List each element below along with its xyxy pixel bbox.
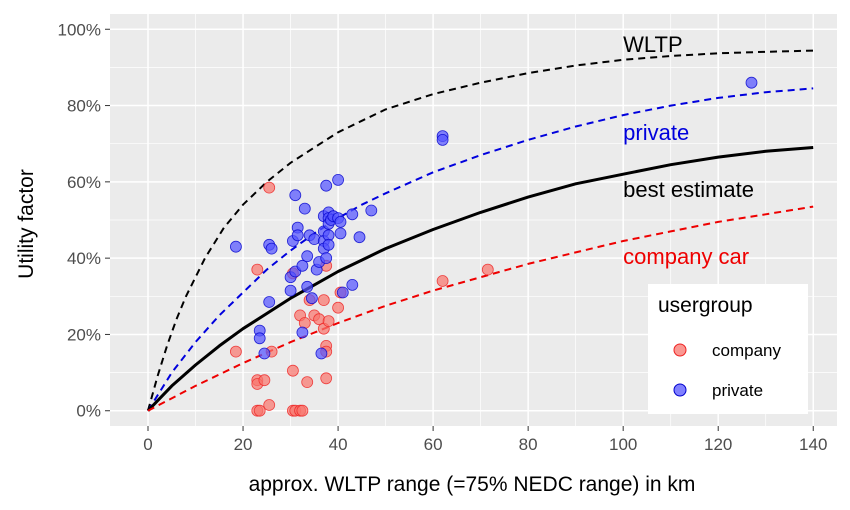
y-tick-label: 0% <box>76 402 101 421</box>
legend-key-company <box>673 343 687 357</box>
point-company <box>301 376 314 389</box>
point-private <box>229 240 242 253</box>
curve-label-wltp: WLTP <box>623 32 682 57</box>
point-private <box>291 229 304 242</box>
point-private <box>263 296 276 308</box>
point-private <box>258 347 271 360</box>
point-private <box>320 179 333 192</box>
curve-label-company-car: company car <box>623 244 749 269</box>
point-private <box>296 326 309 339</box>
y-tick-label: 60% <box>67 173 101 192</box>
point-company <box>320 372 333 385</box>
curve-company-car <box>147 205 814 412</box>
point-private <box>296 259 309 272</box>
point-company <box>481 263 494 276</box>
x-tick-label: 20 <box>234 435 253 454</box>
point-private <box>315 347 328 360</box>
legend-key-private <box>673 383 687 397</box>
point-private <box>365 204 378 217</box>
y-tick-label: 80% <box>67 97 101 116</box>
x-tick-label: 40 <box>329 435 348 454</box>
legend-title: usergroup <box>658 294 753 317</box>
point-company <box>436 275 449 287</box>
point-private <box>346 278 359 291</box>
point-company <box>263 399 276 411</box>
point-private <box>353 231 366 244</box>
legend-label-company: company <box>712 341 781 360</box>
point-private <box>346 208 359 221</box>
y-tick-label: 40% <box>67 249 101 268</box>
point-private <box>334 227 347 240</box>
y-axis-title: Utility factor <box>15 169 38 279</box>
point-private <box>334 215 347 228</box>
curve-label-best-estimate: best estimate <box>623 177 754 202</box>
curve-private <box>147 87 814 412</box>
curve-wltp <box>147 49 814 411</box>
point-private <box>436 133 449 146</box>
point-private <box>336 286 349 299</box>
point-private <box>332 173 345 186</box>
point-private <box>289 189 302 202</box>
x-tick-label: 0 <box>143 435 152 454</box>
point-private <box>301 250 314 263</box>
point-private <box>253 332 266 345</box>
x-tick-label: 100 <box>609 435 637 454</box>
point-private <box>284 284 297 297</box>
x-axis-title: approx. WLTP range (=75% NEDC range) in … <box>249 473 696 496</box>
curve-labels: WLTP private best estimate company car <box>623 32 754 269</box>
point-company <box>296 404 309 417</box>
x-tick-label: 60 <box>424 435 443 454</box>
y-tick-label: 20% <box>67 325 101 344</box>
point-company <box>286 364 299 377</box>
data-points <box>229 76 758 417</box>
point-private <box>298 202 311 215</box>
point-private <box>301 280 314 293</box>
point-company <box>263 181 276 194</box>
point-private <box>265 242 278 255</box>
curve-best-estimate <box>146 146 814 412</box>
curve-label-private: private <box>623 120 689 145</box>
legend: usergroup company private <box>648 284 808 414</box>
legend-label-private: private <box>712 381 763 400</box>
point-private <box>322 238 335 251</box>
point-company <box>332 301 345 314</box>
point-company <box>253 404 266 417</box>
x-tick-label: 80 <box>519 435 538 454</box>
point-company <box>229 345 242 358</box>
point-company <box>258 374 271 387</box>
curves <box>146 49 814 412</box>
x-tick-label: 120 <box>704 435 732 454</box>
point-private <box>745 76 758 89</box>
point-company <box>317 294 330 307</box>
point-private <box>308 233 321 246</box>
point-private <box>305 292 318 305</box>
axis-ticks: 0 20 40 60 80 100 120 140 0% 20% 40% 60% 80% 100% <box>58 20 828 454</box>
x-tick-label: 140 <box>799 435 827 454</box>
point-company <box>251 263 264 276</box>
point-private <box>320 252 333 265</box>
point-company <box>322 315 335 328</box>
y-tick-label: 100% <box>58 20 101 39</box>
